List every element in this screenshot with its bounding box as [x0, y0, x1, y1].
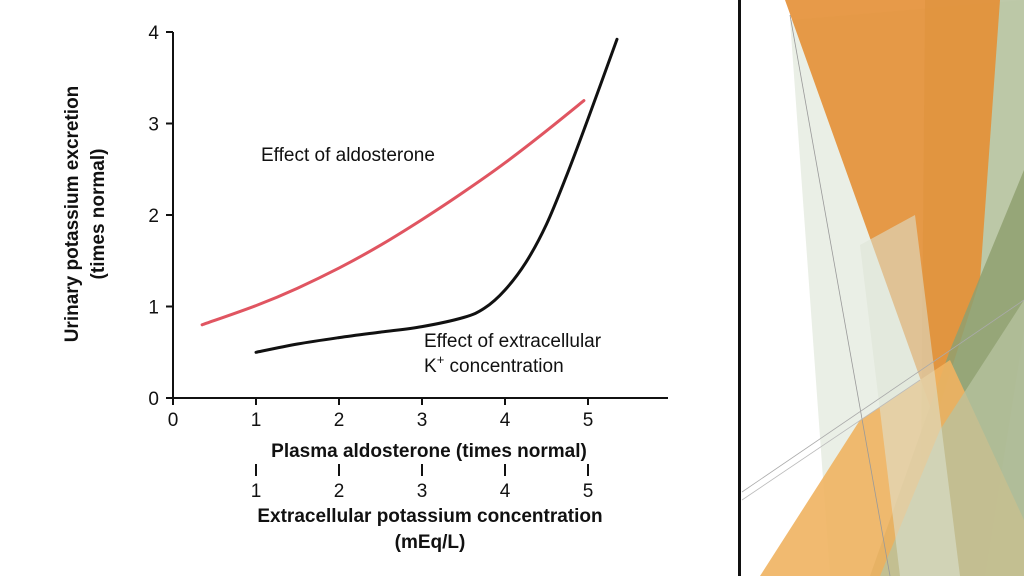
x-axis-title: Plasma aldosterone (times normal)	[271, 441, 587, 462]
x2-tick-label: 4	[500, 481, 511, 502]
y-tick-label: 1	[148, 298, 159, 319]
k-superscript: +	[437, 352, 445, 367]
x-ticks: 0 1 2 3 4 5	[168, 398, 594, 431]
y-tick-label: 0	[148, 389, 159, 410]
k-suffix: concentration	[444, 356, 563, 377]
x2-tick-label: 1	[251, 481, 262, 502]
series-group	[200, 37, 619, 354]
annotation-aldosterone: Effect of aldosterone	[261, 145, 435, 166]
x2-axis-title-line2: (mEq/L)	[395, 532, 466, 553]
x-tick-label: 1	[251, 410, 262, 431]
x2-tick-label: 5	[583, 481, 594, 502]
annotation-potassium-line1: Effect of extracellular	[424, 331, 602, 352]
x-tick-label: 3	[417, 410, 428, 431]
slide-divider	[738, 0, 741, 576]
x2-axis-title-line1: Extracellular potassium concentration	[257, 506, 602, 527]
x2-ticks: 1 2 3 4 5	[251, 464, 594, 502]
x-tick-label: 2	[334, 410, 345, 431]
decor-line-2	[741, 299, 1024, 493]
x2-tick-label: 3	[417, 481, 428, 502]
y-axis-title-line2: (times normal)	[88, 149, 109, 280]
k-symbol: K	[424, 356, 437, 377]
decor-sage-sliver	[860, 215, 960, 576]
y-tick-label: 4	[148, 23, 159, 44]
chart: 0 1 2 3 4 0 1 2 3 4 5 1 2 3 4 5 Urinary potassium exc…	[62, 23, 668, 553]
x-tick-label: 4	[500, 410, 511, 431]
series-line-aldosterone	[200, 99, 586, 327]
decor-orange-top	[785, 0, 1000, 420]
series-line-potassium	[254, 37, 619, 354]
x2-tick-label: 2	[334, 481, 345, 502]
y-axis-title-line1: Urinary potassium excretion	[62, 86, 83, 343]
decor-line-1	[789, 14, 891, 576]
decor-line-3	[741, 379, 921, 501]
y-tick-label: 3	[148, 115, 159, 136]
x-tick-label: 5	[583, 410, 594, 431]
annotation-potassium-line2: K+ concentration	[424, 352, 564, 377]
y-tick-label: 2	[148, 206, 159, 227]
y-ticks: 0 1 2 3 4	[148, 23, 173, 410]
x-tick-label: 0	[168, 410, 179, 431]
decorative-facets	[741, 0, 1024, 576]
